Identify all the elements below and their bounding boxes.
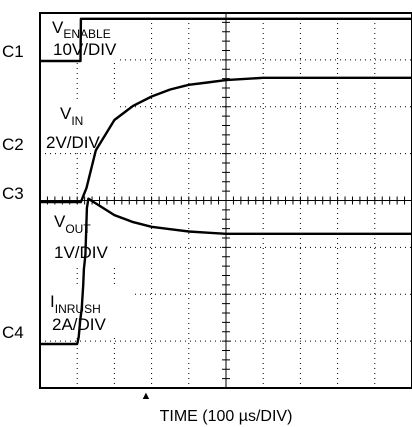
svg-text:IINRUSH: IINRUSH bbox=[50, 292, 101, 316]
trace-vout bbox=[40, 76, 412, 204]
trigger-marker: ▲ bbox=[141, 390, 152, 402]
channel-marker-c1: C1 bbox=[2, 42, 24, 61]
channel-marker-c2: C2 bbox=[2, 135, 24, 154]
vout-scale: 1V/DIV bbox=[54, 243, 109, 262]
svg-text:VENABLE: VENABLE bbox=[52, 18, 111, 41]
venable-name-sub: ENABLE bbox=[63, 27, 110, 41]
channel-label-vin: VIN 2V/DIV bbox=[44, 101, 116, 152]
venable-name-main: V bbox=[52, 18, 64, 37]
trace-venable bbox=[40, 17, 412, 63]
iinrush-name-main: I bbox=[50, 292, 55, 311]
vin-scale: 2V/DIV bbox=[46, 133, 101, 152]
svg-text:VOUT: VOUT bbox=[54, 212, 91, 236]
venable-scale: 10V/DIV bbox=[53, 40, 117, 59]
traces bbox=[40, 17, 412, 346]
channel-label-vout: VOUT 1V/DIV bbox=[44, 208, 118, 264]
iinrush-name-sub: INRUSH bbox=[55, 302, 101, 316]
vout-name-main: V bbox=[54, 212, 66, 231]
vin-name-sub: IN bbox=[71, 114, 83, 128]
channel-label-iinrush: IINRUSH 2A/DIV bbox=[44, 288, 132, 336]
x-axis-label: TIME (100 µs/DIV) bbox=[160, 408, 293, 425]
svg-text:VIN: VIN bbox=[60, 104, 83, 128]
trace-iinrush bbox=[40, 197, 412, 346]
vout-name-sub: OUT bbox=[65, 222, 91, 236]
channel-marker-c4: C4 bbox=[2, 323, 24, 342]
channel-marker-c3: C3 bbox=[2, 184, 24, 203]
vin-name-main: V bbox=[60, 104, 72, 123]
